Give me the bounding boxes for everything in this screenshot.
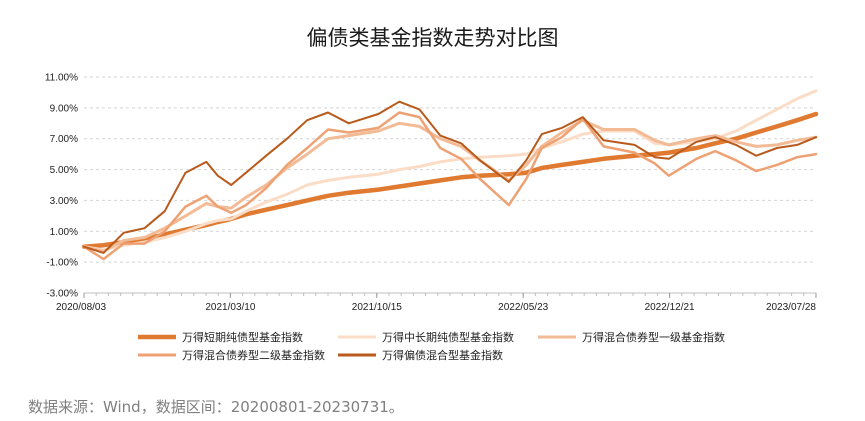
x-tick-label: 2020/08/03 bbox=[56, 302, 106, 313]
y-tick-label: 1.00% bbox=[50, 227, 78, 238]
legend-label: 万得混合债券型二级基金指数 bbox=[182, 348, 325, 362]
legend-label: 万得偏债混合型基金指数 bbox=[382, 348, 503, 362]
legend-label: 万得短期纯债型基金指数 bbox=[182, 330, 303, 344]
y-tick-label: 3.00% bbox=[50, 196, 78, 207]
y-tick-label: 11.00% bbox=[45, 73, 78, 84]
series-line-5 bbox=[83, 100, 817, 254]
source-note: 数据来源：Wind，数据区间：20200801-20230731。 bbox=[28, 398, 404, 416]
x-tick-label: 2022/05/23 bbox=[498, 302, 548, 313]
legend: 万得短期纯债型基金指数 万得中长期纯债型基金指数 万得混合债券型一级基金指数万得混合… bbox=[138, 330, 725, 362]
x-tick-label: 2022/12/21 bbox=[645, 302, 695, 313]
y-tick-label: 9.00% bbox=[50, 103, 78, 114]
axes: 11.00% 9.00% 7.00% 5.00% 3.00% 1.00% -1.00% -3.… bbox=[45, 73, 817, 313]
series-line-3 bbox=[82, 118, 818, 253]
x-tick-label: 2023/07/28 bbox=[766, 302, 816, 313]
y-tick-label: -3.00% bbox=[46, 289, 78, 300]
y-tick-label: 7.00% bbox=[50, 134, 78, 145]
x-tick-label: 2021/03/10 bbox=[205, 302, 255, 313]
x-tick-label: 2021/10/15 bbox=[352, 302, 402, 313]
grid-lines bbox=[84, 76, 816, 294]
legend-label: 万得混合债券型一级基金指数 bbox=[582, 330, 725, 344]
chart-title: 偏债类基金指数走势对比图 bbox=[306, 26, 559, 50]
y-tick-label: 5.00% bbox=[50, 165, 78, 176]
legend-label: 万得中长期纯债型基金指数 bbox=[382, 330, 514, 344]
series-line-4 bbox=[82, 111, 818, 261]
y-tick-label: -1.00% bbox=[46, 258, 78, 269]
series-lines bbox=[81, 89, 819, 261]
